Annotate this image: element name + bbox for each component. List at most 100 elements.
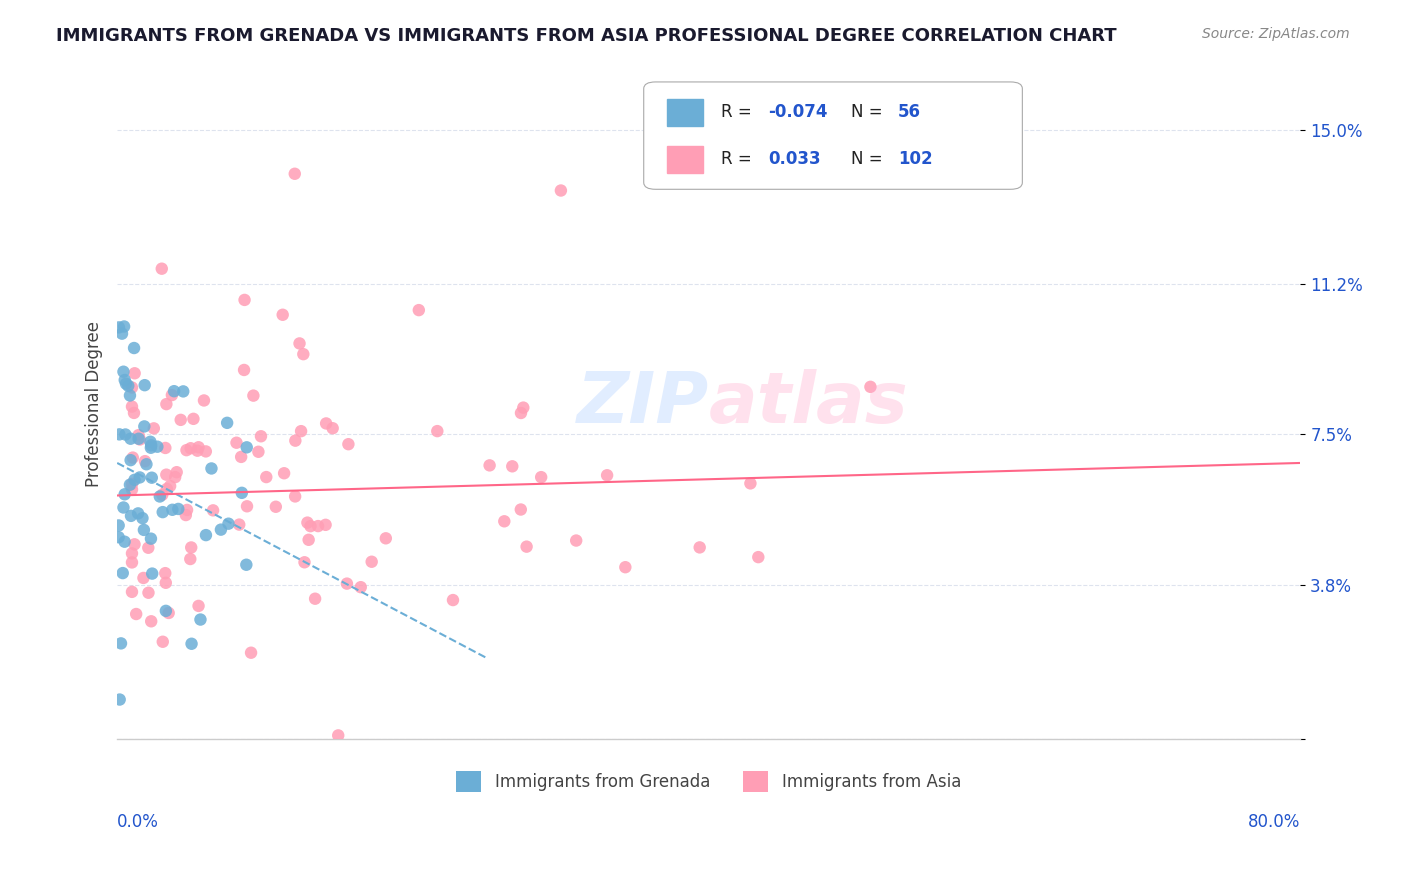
Point [141, 471, 163, 485]
Point [180, 541, 202, 555]
Point [118, 388, 141, 402]
Point [247, 444, 270, 458]
Point [150, 261, 173, 276]
Text: atlas: atlas [709, 369, 908, 439]
Point [138, 586, 160, 600]
Point [235, 558, 257, 572]
Point [155, 397, 177, 411]
Point [284, 434, 307, 448]
Point [127, 507, 149, 521]
Text: N =: N = [851, 150, 883, 168]
Point [157, 606, 180, 620]
FancyBboxPatch shape [644, 82, 1022, 189]
Point [174, 508, 197, 522]
Point [565, 533, 588, 548]
Point [156, 482, 179, 496]
Point [264, 500, 287, 514]
Point [250, 429, 273, 443]
Point [374, 531, 396, 545]
Point [139, 434, 162, 449]
Bar [668, 99, 703, 126]
Text: Source: ZipAtlas.com: Source: ZipAtlas.com [1202, 27, 1350, 41]
Point [111, 566, 134, 580]
Point [124, 473, 146, 487]
Point [240, 646, 263, 660]
Point [176, 503, 198, 517]
Point [141, 438, 163, 452]
Point [134, 419, 156, 434]
Y-axis label: Professional Degree: Professional Degree [86, 321, 103, 487]
Point [290, 424, 312, 438]
Point [110, 636, 132, 650]
Point [217, 416, 239, 430]
Point [530, 470, 553, 484]
Point [121, 476, 143, 491]
Point [152, 505, 174, 519]
Point [304, 591, 326, 606]
Point [122, 341, 145, 355]
Text: R =: R = [721, 103, 756, 121]
Point [155, 441, 177, 455]
Point [112, 319, 135, 334]
Point [132, 571, 155, 585]
Point [160, 388, 183, 402]
Point [128, 433, 150, 447]
Point [747, 550, 769, 565]
Point [134, 378, 156, 392]
Point [187, 440, 209, 454]
Point [596, 468, 619, 483]
Point [200, 461, 222, 475]
Point [162, 503, 184, 517]
Point [124, 537, 146, 551]
Point [107, 530, 129, 544]
Point [159, 479, 181, 493]
Point [322, 421, 344, 435]
Point [315, 517, 337, 532]
Point [132, 523, 155, 537]
Point [128, 470, 150, 484]
Point [128, 428, 150, 442]
Point [152, 634, 174, 648]
Point [202, 503, 225, 517]
Point [122, 406, 145, 420]
Point [121, 400, 143, 414]
Legend: Immigrants from Grenada, Immigrants from Asia: Immigrants from Grenada, Immigrants from… [450, 764, 967, 798]
Point [114, 427, 136, 442]
Point [510, 406, 533, 420]
Point [139, 441, 162, 455]
Text: IMMIGRANTS FROM GRENADA VS IMMIGRANTS FROM ASIA PROFESSIONAL DEGREE CORRELATION : IMMIGRANTS FROM GRENADA VS IMMIGRANTS FR… [56, 27, 1116, 45]
Point [117, 378, 139, 392]
Point [299, 519, 322, 533]
Point [120, 453, 142, 467]
Point [689, 541, 711, 555]
Point [328, 728, 350, 742]
Point [124, 366, 146, 380]
Point [284, 490, 307, 504]
Text: 56: 56 [898, 103, 921, 121]
Point [111, 326, 134, 341]
Text: 0.0%: 0.0% [117, 813, 159, 830]
Point [163, 384, 186, 399]
Point [271, 308, 294, 322]
Point [512, 401, 534, 415]
Point [183, 412, 205, 426]
Point [135, 457, 157, 471]
Point [298, 533, 321, 547]
Point [136, 541, 159, 555]
Point [112, 500, 135, 515]
Point [167, 502, 190, 516]
Point [180, 442, 202, 456]
Point [114, 534, 136, 549]
Text: ZIP: ZIP [576, 369, 709, 439]
Point [516, 540, 538, 554]
Point [242, 389, 264, 403]
Point [170, 413, 193, 427]
Point [134, 454, 156, 468]
Point [120, 432, 142, 446]
Point [350, 580, 373, 594]
Text: R =: R = [721, 150, 756, 168]
Point [114, 487, 136, 501]
Point [180, 637, 202, 651]
Point [337, 437, 360, 451]
Point [235, 440, 257, 454]
